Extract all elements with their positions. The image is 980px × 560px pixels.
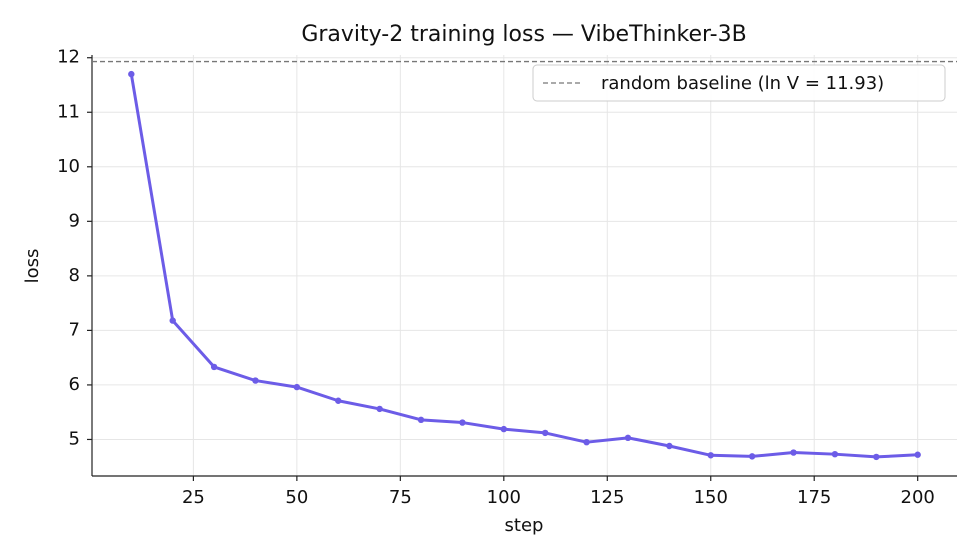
chart-title: Gravity-2 training loss — VibeThinker-3B bbox=[301, 22, 746, 47]
y-tick-label: 5 bbox=[69, 428, 80, 449]
y-tick-label: 9 bbox=[69, 210, 80, 231]
legend-box bbox=[532, 64, 946, 102]
y-tick-label: 10 bbox=[57, 156, 80, 177]
loss-point bbox=[624, 434, 632, 442]
loss-point bbox=[335, 397, 342, 404]
loss-point bbox=[210, 363, 218, 371]
y-axis-label: loss bbox=[22, 249, 43, 284]
loss-point bbox=[169, 317, 176, 324]
legend-label: random baseline (ln V = 11.93) bbox=[601, 73, 884, 94]
x-tick-label: 75 bbox=[389, 487, 412, 508]
y-tick-label: 12 bbox=[57, 47, 80, 68]
loss-point bbox=[293, 383, 301, 391]
loss-point bbox=[541, 429, 549, 437]
loss-line bbox=[129, 73, 918, 459]
loss-point bbox=[914, 451, 921, 458]
loss-point bbox=[459, 419, 466, 426]
loss-point bbox=[748, 453, 756, 460]
x-tick-label: 175 bbox=[797, 487, 831, 508]
loss-point bbox=[252, 377, 259, 384]
loss-point bbox=[873, 453, 880, 461]
y-tick-label: 11 bbox=[57, 101, 80, 122]
x-tick-label: 150 bbox=[694, 487, 728, 508]
x-tick-label: 50 bbox=[285, 487, 308, 508]
y-tick-label: 7 bbox=[69, 319, 80, 340]
x-tick-label: 200 bbox=[901, 487, 935, 508]
loss-point bbox=[583, 438, 590, 446]
loss-point bbox=[790, 449, 797, 456]
y-tick-label: 8 bbox=[69, 265, 80, 286]
x-axis-label: step bbox=[505, 515, 544, 536]
loss-point bbox=[666, 442, 673, 450]
loss-point bbox=[500, 425, 508, 433]
y-tick-label: 6 bbox=[69, 374, 80, 395]
loss-point bbox=[831, 450, 839, 458]
x-tick-label: 25 bbox=[182, 487, 205, 508]
loss-point bbox=[707, 452, 714, 459]
loss-point bbox=[128, 70, 135, 78]
loss-point bbox=[417, 416, 425, 424]
loss-point bbox=[376, 405, 383, 413]
x-tick-label: 100 bbox=[487, 487, 521, 508]
x-tick-label: 125 bbox=[590, 487, 624, 508]
